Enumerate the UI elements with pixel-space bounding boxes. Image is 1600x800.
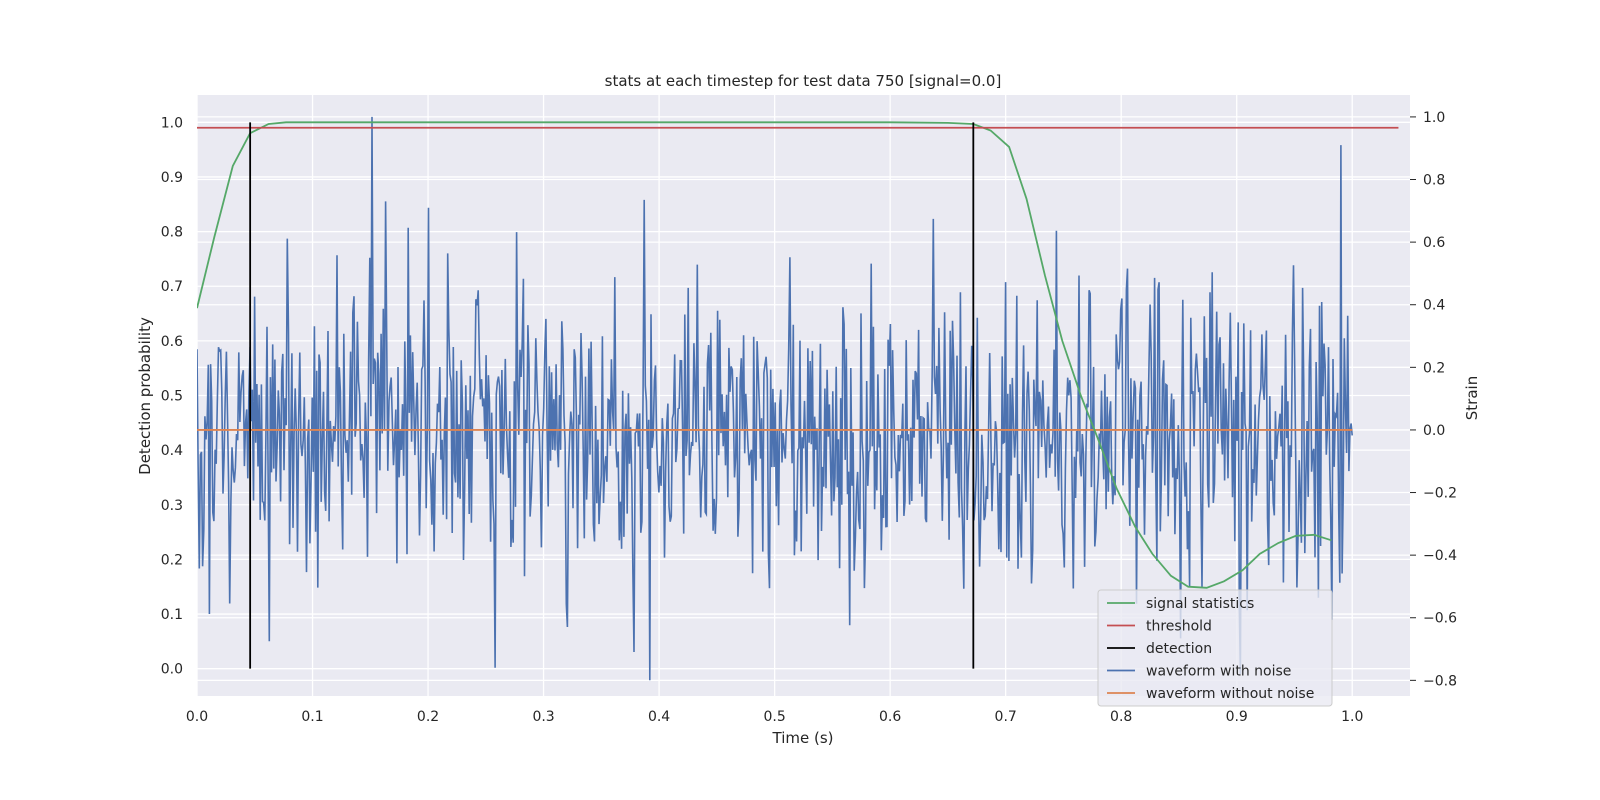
legend-label: signal statistics	[1146, 596, 1254, 612]
y-tick-label-right: 0.8	[1423, 173, 1445, 189]
y-tick-label-left: 0.8	[161, 225, 183, 241]
x-tick-label: 0.1	[301, 709, 323, 725]
x-tick-label: 0.2	[417, 709, 439, 725]
y-tick-label-left: 0.3	[161, 498, 183, 514]
x-tick-label: 0.5	[763, 709, 785, 725]
y-tick-label-left: 0.0	[161, 662, 183, 678]
y-axis-label-left: Detection probability	[136, 317, 154, 475]
y-tick-label-right: −0.4	[1423, 548, 1457, 564]
y-tick-label-left: 0.7	[161, 279, 183, 295]
y-tick-label-left: 0.4	[161, 443, 183, 459]
y-axis-label-right: Strain	[1463, 376, 1481, 420]
chart-title: stats at each timestep for test data 750…	[605, 72, 1002, 90]
y-tick-label-left: 0.5	[161, 389, 183, 405]
legend: signal statistics threshold detection wavef…	[1097, 589, 1333, 707]
y-tick-label-right: 0.2	[1423, 360, 1445, 376]
x-tick-label: 0.7	[995, 709, 1017, 725]
x-tick-label: 0.6	[879, 709, 901, 725]
y-tick-label-left: 0.9	[161, 170, 183, 186]
x-tick-label: 0.8	[1110, 709, 1132, 725]
x-axis-label: Time (s)	[772, 729, 834, 747]
y-tick-label-right: −0.2	[1423, 486, 1457, 502]
y-tick-label-right: −0.8	[1423, 673, 1457, 689]
x-tick-label: 0.0	[186, 709, 208, 725]
y-tick-label-right: 0.4	[1423, 298, 1445, 314]
legend-label: waveform without noise	[1146, 686, 1314, 702]
legend-label: waveform with noise	[1146, 664, 1291, 680]
legend-label: threshold	[1146, 619, 1212, 635]
y-tick-label-left: 1.0	[161, 115, 183, 131]
y-tick-label-left: 0.2	[161, 552, 183, 568]
x-tick-label: 0.3	[532, 709, 554, 725]
series-layer	[197, 116, 1399, 681]
y-tick-label-right: −0.6	[1423, 611, 1457, 627]
signal-statistics-line	[197, 121, 1332, 589]
x-tick-label: 0.9	[1226, 709, 1248, 725]
x-tick-label: 0.4	[648, 709, 670, 725]
y-tick-label-right: 1.0	[1423, 110, 1445, 126]
x-tick-label: 1.0	[1341, 709, 1363, 725]
legend-box	[1097, 589, 1333, 707]
legend-label: detection	[1146, 641, 1212, 657]
waveform-with-noise-line	[197, 116, 1353, 681]
y-tick-label-right: 0.0	[1423, 423, 1445, 439]
plot-area	[197, 116, 1399, 681]
y-tick-label-left: 0.6	[161, 334, 183, 350]
y-tick-label-left: 0.1	[161, 607, 183, 623]
y-tick-label-right: 0.6	[1423, 235, 1445, 251]
ticks: 0.0 0.1 0.2 0.3 0.4 0.5 0.6 0.7 0.8 0.9 1.0 0.0 0.1 0…	[161, 110, 1457, 725]
